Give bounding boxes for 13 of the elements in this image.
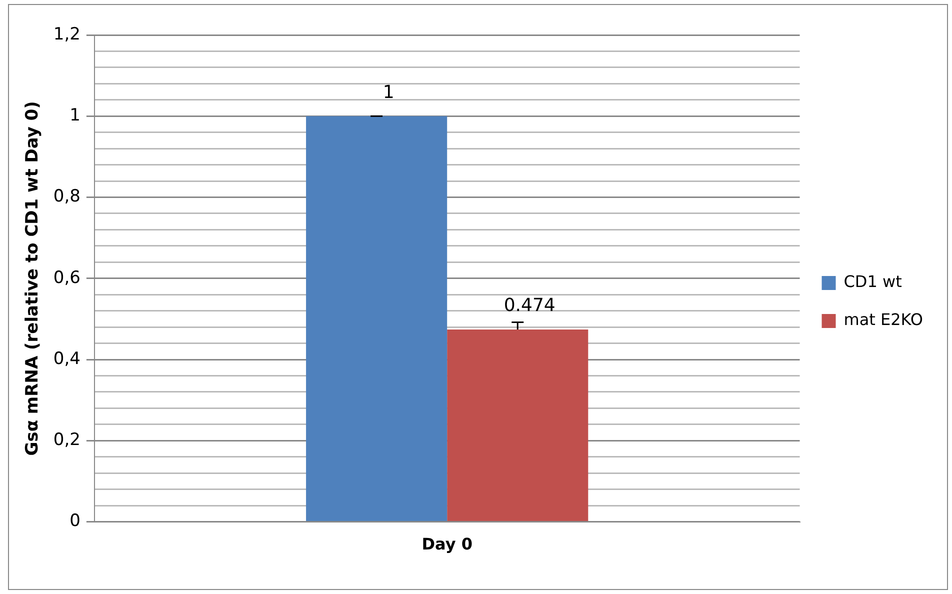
y-tick-label: 0,6: [53, 268, 80, 288]
y-axis-title: Gsα mRNA (relative to CD1 wt Day 0): [22, 101, 43, 456]
data-label: 0.474: [504, 295, 556, 316]
data-label: 1: [382, 82, 394, 103]
y-tick-label: 1: [70, 106, 80, 126]
legend-label: mat E2KO: [844, 310, 923, 330]
y-tick-label: 0,8: [53, 186, 80, 207]
y-tick-label: 1,2: [53, 24, 80, 44]
y-tick-label: 0,4: [53, 348, 80, 369]
y-tick-label: 0: [70, 511, 80, 532]
x-tick-label: Day 0: [422, 534, 472, 554]
y-tick-label: 0,2: [53, 430, 80, 450]
legend-label: CD1 wt: [844, 272, 902, 292]
